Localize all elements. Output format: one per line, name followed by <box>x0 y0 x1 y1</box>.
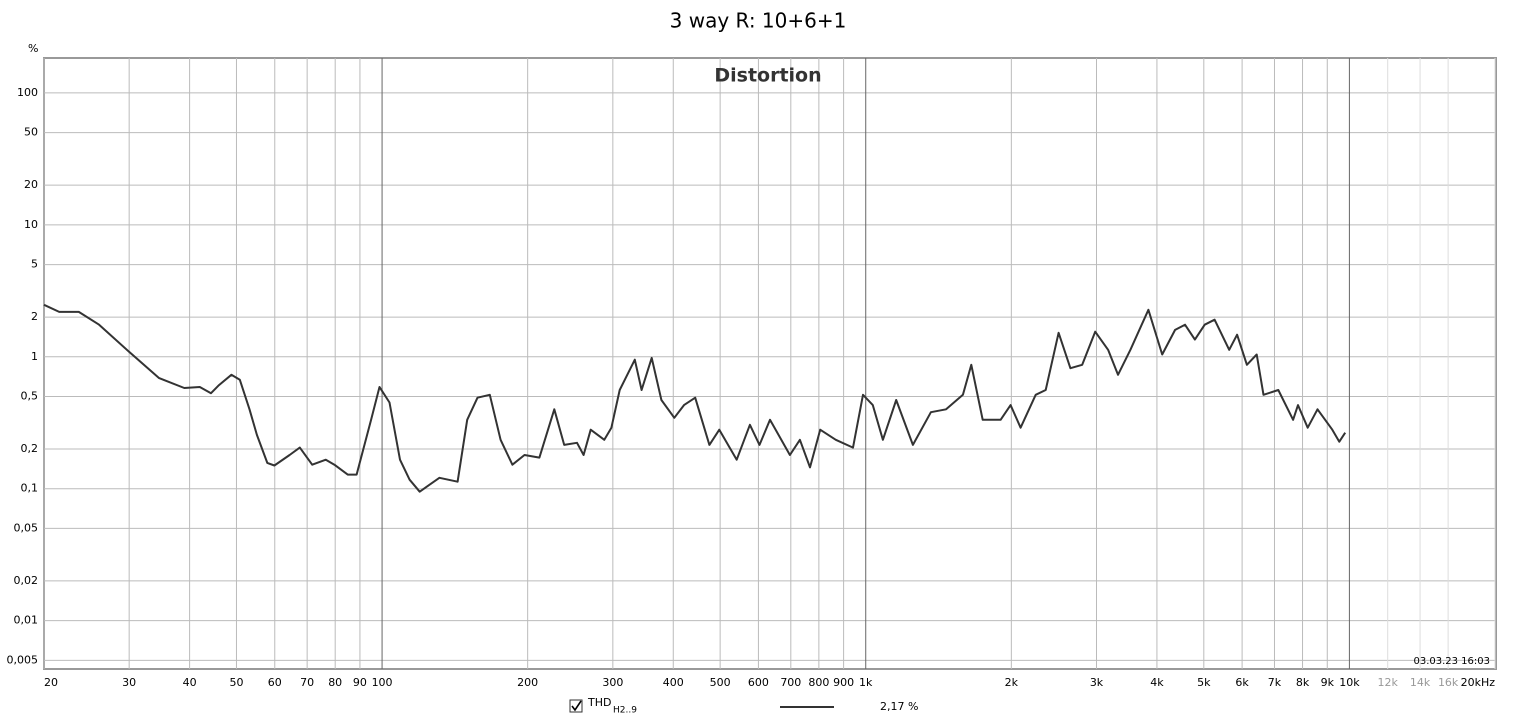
y-tick-label: 5 <box>31 258 38 271</box>
x-tick-label: 4k <box>1150 676 1164 689</box>
y-tick-label: 0,01 <box>14 614 39 627</box>
y-tick-label: 20 <box>24 178 38 191</box>
x-tick-label: 80 <box>328 676 342 689</box>
y-tick-label: 10 <box>24 218 38 231</box>
legend-subscript: H2..9 <box>613 706 637 716</box>
y-tick-label: 2 <box>31 310 38 323</box>
x-tick-label: 9k <box>1321 676 1335 689</box>
x-tick-label: 800 <box>808 676 829 689</box>
x-tick-label: 10k <box>1339 676 1360 689</box>
y-tick-label: 0,05 <box>14 521 39 534</box>
y-tick-label: 0,1 <box>21 482 39 495</box>
x-tick-label: 1k <box>859 676 873 689</box>
x-tick-label: 12k <box>1378 676 1399 689</box>
x-tick-label: 2k <box>1005 676 1019 689</box>
x-tick-label: 90 <box>353 676 367 689</box>
x-tick-label: 100 <box>372 676 393 689</box>
y-tick-label: 50 <box>24 126 38 139</box>
y-tick-label: 0,02 <box>14 574 39 587</box>
x-tick-label: 30 <box>122 676 136 689</box>
x-tick-label: 14k <box>1410 676 1431 689</box>
x-tick-label: 70 <box>300 676 314 689</box>
legend-value: 2,17 % <box>880 700 918 713</box>
x-tick-label: 20 <box>44 676 58 689</box>
x-tick-label: 8k <box>1296 676 1310 689</box>
x-tick-label: 400 <box>663 676 684 689</box>
x-tick-label: 600 <box>748 676 769 689</box>
series-line <box>43 303 1347 493</box>
checkmark <box>571 700 582 712</box>
grid <box>43 58 1496 669</box>
chart-title: 3 way R: 10+6+1 <box>670 9 847 33</box>
x-tick-label: 50 <box>229 676 243 689</box>
legend: THD H2..9 2,17 % <box>569 696 918 716</box>
x-tick-label: 700 <box>780 676 801 689</box>
x-tick-label: 60 <box>268 676 282 689</box>
y-tick-label: 0,5 <box>21 390 39 403</box>
x-tick-label: 5k <box>1197 676 1211 689</box>
x-tick-label: 200 <box>517 676 538 689</box>
y-tick-label: 100 <box>17 86 38 99</box>
x-tick-label: 500 <box>710 676 731 689</box>
legend-label: THD <box>587 696 611 709</box>
x-tick-label: 6k <box>1235 676 1249 689</box>
y-tick-label: 1 <box>31 350 38 363</box>
x-tick-label: 7k <box>1268 676 1282 689</box>
y-unit: % <box>28 42 38 55</box>
x-tick-label: 16k <box>1438 676 1459 689</box>
x-tick-label: 900 <box>833 676 854 689</box>
x-tick-label: 3k <box>1090 676 1104 689</box>
timestamp: 03.03.23 16:03 <box>1413 656 1490 667</box>
y-tick-label: 0,2 <box>21 442 39 455</box>
x-tick-label: 300 <box>602 676 623 689</box>
chart-subtitle: Distortion <box>714 65 821 87</box>
plot-frame <box>43 57 1497 670</box>
y-tick-label: 0,005 <box>7 653 39 666</box>
x-tick-label: 20kHz <box>1461 676 1496 689</box>
x-tick-label: 40 <box>183 676 197 689</box>
